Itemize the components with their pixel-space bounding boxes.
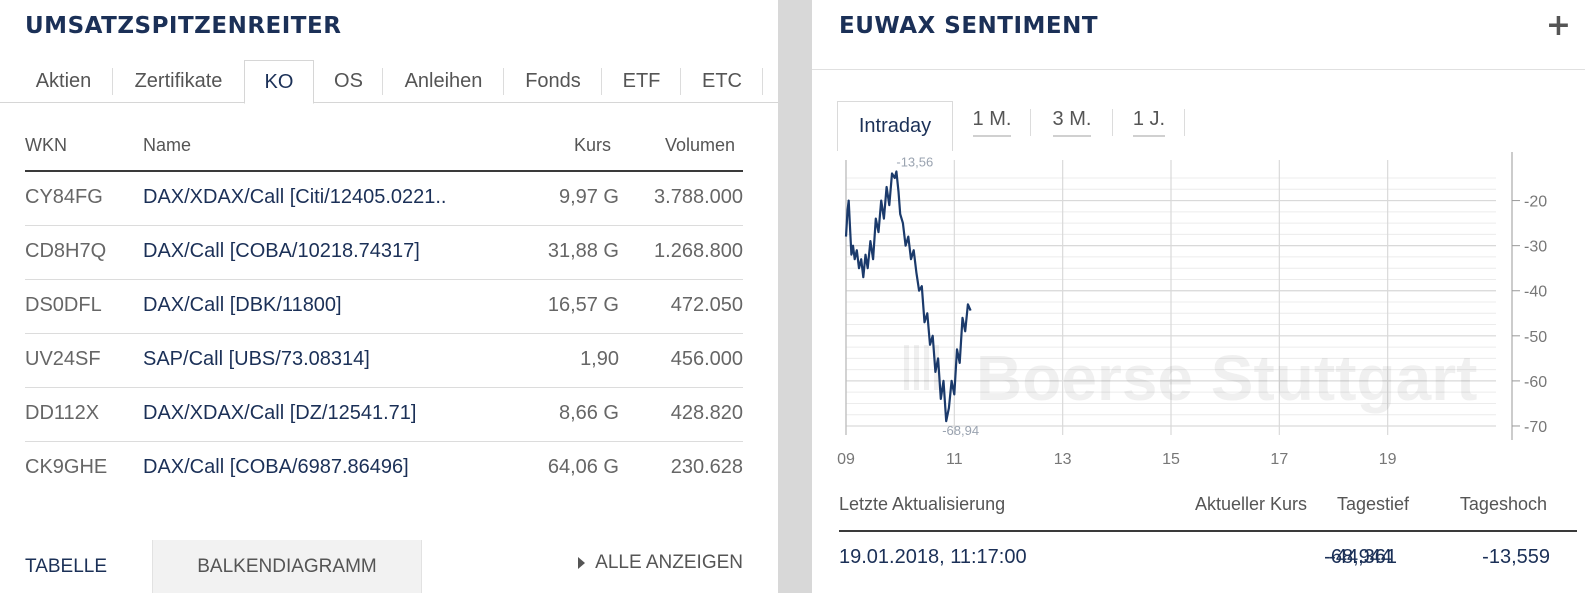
name-link[interactable]: SAP/Call [UBS/73.08314] <box>143 348 370 370</box>
wkn-cell: CK9GHE <box>25 456 108 478</box>
kurs-cell: 9,97 G <box>558 186 619 208</box>
wkn-cell: DS0DFL <box>25 294 102 316</box>
chart-grid <box>845 160 1496 435</box>
name-link[interactable]: DAX/Call [COBA/6987.86496] <box>143 456 409 478</box>
tab-aktien[interactable]: Aktien <box>14 60 113 103</box>
column-header-name: Name <box>143 135 192 155</box>
tab-intraday[interactable]: Intraday <box>837 101 953 151</box>
sentiment-series-line <box>844 170 972 423</box>
panel-gutter <box>778 0 812 593</box>
kurs-cell: 8,66 G <box>558 402 619 424</box>
top-volume-panel: UMSATZSPITZENREITER Aktien Zertifikate K… <box>0 0 778 593</box>
tab-zertifikate[interactable]: Zertifikate <box>134 70 223 92</box>
header-divider <box>25 170 743 172</box>
summary-kurs-value: -44,361 <box>1329 546 1397 568</box>
category-tabs: Aktien Zertifikate KO OS Anleihen Fonds … <box>0 60 778 104</box>
name-link[interactable]: DAX/Call [DBK/11800] <box>143 294 342 316</box>
show-all-label: ALLE ANZEIGEN <box>595 552 743 573</box>
tab-fonds[interactable]: Fonds <box>504 60 602 103</box>
max-value-label: -13,56 <box>896 155 933 170</box>
table-row[interactable]: DS0DFL DAX/Call [DBK/11800] 16,57 G 472.… <box>25 280 743 334</box>
x-tick-label: 11 <box>946 451 963 468</box>
summary-divider <box>839 530 1577 532</box>
y-tick-label: -30 <box>1524 239 1547 256</box>
column-header-volumen: Volumen <box>664 135 735 155</box>
header-divider <box>812 69 1585 70</box>
y-tick-label: -40 <box>1524 284 1547 301</box>
column-header-wkn: WKN <box>25 135 67 155</box>
tab-os[interactable]: OS <box>314 60 383 103</box>
volumen-cell: 428.820 <box>670 402 743 424</box>
summary-tief-value: -68,944 <box>1324 546 1392 568</box>
name-link[interactable]: DAX/XDAX/Call [Citi/12405.0221.. <box>143 186 447 208</box>
table-row[interactable]: CK9GHE DAX/Call [COBA/6987.86496] 64,06 … <box>25 442 743 496</box>
y-tick-label: -50 <box>1524 329 1547 346</box>
wkn-cell: CD8H7Q <box>25 240 107 262</box>
wkn-cell: CY84FG <box>25 186 103 208</box>
summary-header-tief: Tagestief <box>1336 494 1409 514</box>
kurs-cell: 16,57 G <box>547 294 619 316</box>
chart-ticks: -20 -30 -40 -50 -60 -70 09 11 13 15 17 19 <box>837 152 1547 468</box>
panel-title: UMSATZSPITZENREITER <box>25 13 342 39</box>
tab-1j-label: 1 J. <box>1132 108 1166 137</box>
y-tick-label: -60 <box>1524 374 1547 391</box>
tab-1j[interactable]: 1 J. <box>1113 101 1185 143</box>
tab-ko[interactable]: KO <box>244 60 314 104</box>
summary-updated-value: 19.01.2018, 11:17:00 <box>839 546 1027 568</box>
show-all-link[interactable]: ALLE ANZEIGEN <box>578 552 743 574</box>
summary-header-kurs: Aktueller Kurs <box>1194 494 1307 514</box>
x-tick-label: 19 <box>1379 451 1397 468</box>
summary-header-updated: Letzte Aktualisierung <box>839 494 1006 514</box>
sentiment-panel: EUWAX SENTIMENT + Intraday 1 M. 3 M. 1 J… <box>812 0 1585 593</box>
wkn-cell: DD112X <box>25 402 100 424</box>
min-value-label: -68,94 <box>942 423 979 438</box>
name-link[interactable]: DAX/XDAX/Call [DZ/12541.71] <box>143 402 417 424</box>
tab-1m[interactable]: 1 M. <box>953 101 1031 143</box>
column-header-kurs: Kurs <box>573 135 611 155</box>
tab-etc[interactable]: ETC <box>681 60 763 103</box>
tab-tabelle[interactable]: TABELLE <box>0 540 152 593</box>
panel-title: EUWAX SENTIMENT <box>839 13 1099 39</box>
kurs-cell: 31,88 G <box>547 240 619 262</box>
table-row[interactable]: DD112X DAX/XDAX/Call [DZ/12541.71] 8,66 … <box>25 388 743 442</box>
sentiment-chart: Boerse Stuttgart -20 -30 -40 -50 -60 -70 09 11 1… <box>837 152 1547 468</box>
volumen-cell: 456.000 <box>670 348 743 370</box>
x-tick-label: 17 <box>1270 451 1288 468</box>
x-tick-label: 09 <box>837 451 855 468</box>
kurs-cell: 1,90 <box>580 348 619 370</box>
table-row[interactable]: CD8H7Q DAX/Call [COBA/10218.74317] 31,88… <box>25 226 743 280</box>
tab-1m-label: 1 M. <box>972 108 1012 137</box>
table-row[interactable]: CY84FG DAX/XDAX/Call [Citi/12405.0221.. … <box>25 172 743 226</box>
y-tick-label: -20 <box>1524 194 1547 211</box>
volumen-cell: 472.050 <box>670 294 743 316</box>
tab-3m[interactable]: 3 M. <box>1031 101 1113 143</box>
table-row[interactable]: UV24SF SAP/Call [UBS/73.08314] 1,90 456.… <box>25 334 743 388</box>
x-tick-label: 15 <box>1162 451 1180 468</box>
plus-icon[interactable]: + <box>1545 8 1571 43</box>
triangle-right-icon <box>578 556 586 569</box>
tab-anleihen[interactable]: Anleihen <box>383 60 504 103</box>
tab-balkendiagramm[interactable]: BALKENDIAGRAMM <box>152 540 422 593</box>
tab-etf[interactable]: ETF <box>602 60 681 103</box>
volumen-cell: 3.788.000 <box>654 186 743 208</box>
name-link[interactable]: DAX/Call [COBA/10218.74317] <box>143 240 420 262</box>
y-tick-label: -70 <box>1524 419 1547 436</box>
volumen-cell: 230.628 <box>670 456 743 478</box>
summary-header-hoch: Tageshoch <box>1459 494 1547 514</box>
x-tick-label: 13 <box>1054 451 1072 468</box>
volumen-cell: 1.268.800 <box>654 240 743 262</box>
kurs-cell: 64,06 G <box>547 456 619 478</box>
summary-hoch-value: -13,559 <box>1482 546 1550 568</box>
tab-3m-label: 3 M. <box>1052 108 1092 137</box>
watermark: Boerse Stuttgart <box>976 342 1477 414</box>
wkn-cell: UV24SF <box>25 348 101 370</box>
